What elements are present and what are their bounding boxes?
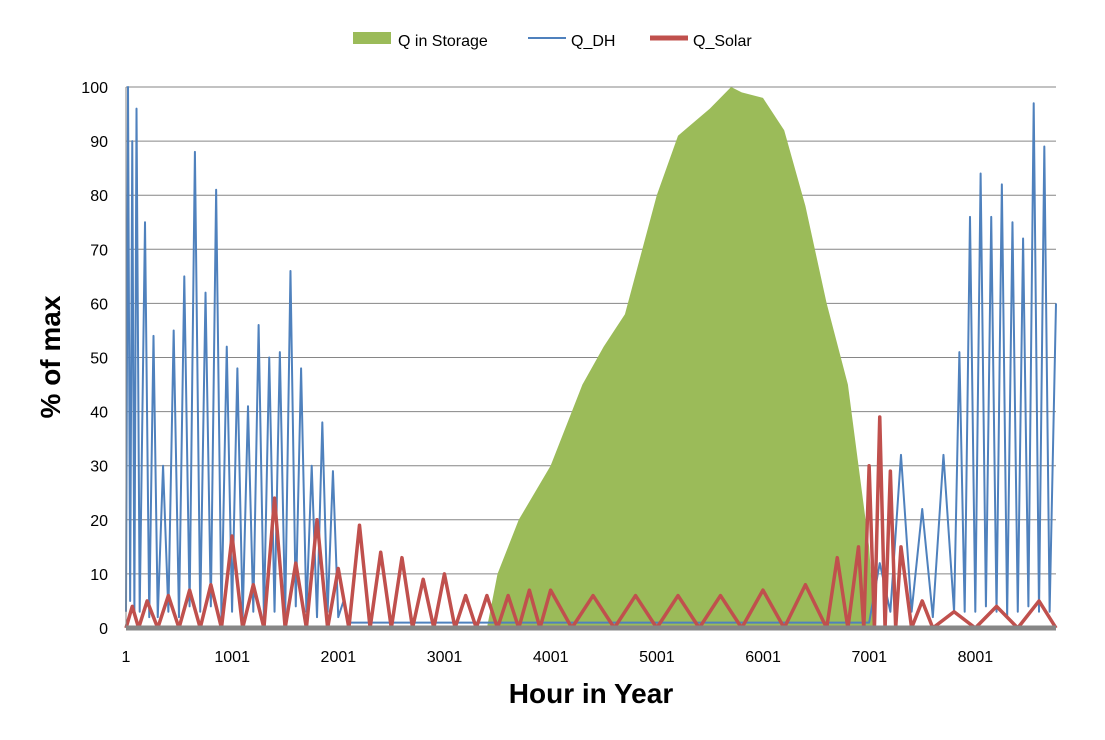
legend-swatch-storage <box>353 32 391 44</box>
x-tick-label: 5001 <box>639 649 675 666</box>
y-tick-label: 10 <box>90 567 108 584</box>
x-tick-label: 1001 <box>214 649 250 666</box>
x-axis-title: Hour in Year <box>509 678 674 709</box>
line-q-solar <box>124 415 1058 630</box>
series-q-dh <box>125 86 1057 624</box>
y-tick-label: 50 <box>90 351 108 368</box>
y-tick-label: 40 <box>90 405 108 422</box>
series-q-in-storage <box>126 87 1056 628</box>
x-tick-label: 3001 <box>427 649 463 666</box>
x-tick-label: 8001 <box>958 649 994 666</box>
x-tick-label: 1 <box>122 649 131 666</box>
area-q-in-storage <box>126 87 1056 628</box>
chart-legend: Q in Storage Q_DH Q_Solar <box>353 32 752 50</box>
y-tick-label: 20 <box>90 513 108 530</box>
y-tick-label: 60 <box>90 296 108 313</box>
x-tick-label: 4001 <box>533 649 569 666</box>
axes <box>125 87 1056 631</box>
x-tick-labels: 1 1001 2001 3001 4001 5001 6001 7001 8001 <box>122 649 994 666</box>
y-axis-title: % of max <box>35 295 66 418</box>
line-q-dh <box>125 86 1057 624</box>
y-tick-label: 70 <box>90 242 108 259</box>
x-tick-label: 6001 <box>745 649 781 666</box>
y-tick-label: 80 <box>90 188 108 205</box>
y-tick-label: 100 <box>81 80 108 97</box>
series-q-solar <box>124 415 1058 630</box>
legend-label-dh: Q_DH <box>571 33 615 50</box>
x-tick-label: 7001 <box>851 649 887 666</box>
y-tick-label: 0 <box>99 621 108 638</box>
y-tick-label: 90 <box>90 134 108 151</box>
y-tick-labels: 0 10 20 30 40 50 60 70 80 90 100 <box>81 80 108 638</box>
x-tick-label: 2001 <box>321 649 357 666</box>
legend-label-solar: Q_Solar <box>693 33 752 50</box>
y-tick-label: 30 <box>90 459 108 476</box>
legend-label-storage: Q in Storage <box>398 33 488 50</box>
